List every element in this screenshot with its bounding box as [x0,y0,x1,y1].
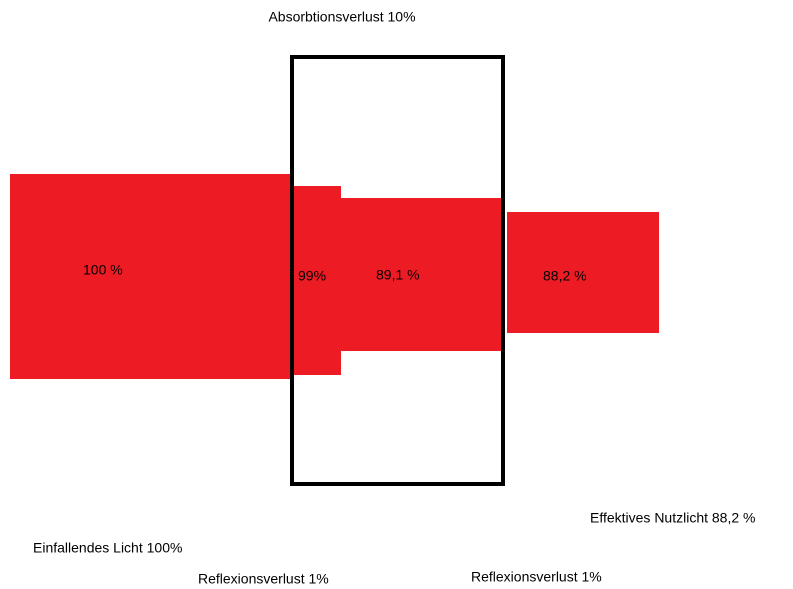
incident-light [10,174,291,379]
note: Effektives Nutzlicht 88,2 % [590,510,755,526]
after-absorption [341,198,501,351]
segment-label: 89,1 % [376,267,420,283]
title: Absorbtionsverlust 10% [268,9,415,25]
note: Reflexionsverlust 1% [198,571,329,587]
segment-label: 88,2 % [543,268,587,284]
after-reflection [293,186,341,375]
glass-pane [290,55,505,486]
segment-label: 99% [298,268,326,284]
note: Einfallendes Licht 100% [33,540,182,556]
effective-light [507,212,659,333]
segment-label: 100 % [83,262,123,278]
note: Reflexionsverlust 1% [471,569,602,585]
